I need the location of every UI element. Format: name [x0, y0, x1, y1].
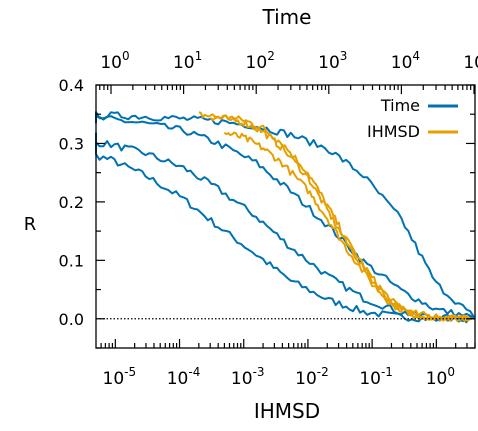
- series-line-ihmsd-7: [223, 131, 472, 322]
- series-line-time-4: [95, 111, 475, 318]
- tick-labels-layer: 10-5 10-4 10-3 10-2 10-1 100 100 101 102 103 104 1 0…: [59, 49, 478, 389]
- x2-tick-label: 103: [318, 49, 347, 73]
- legend: Time IHMSD: [367, 96, 458, 141]
- x-tick-label: 10-5: [103, 365, 137, 389]
- x2-tick-label: 102: [246, 49, 275, 73]
- y-tick-label: 0.1: [59, 251, 84, 270]
- series-layer: [95, 111, 475, 324]
- series-line-ihmsd-6: [209, 114, 472, 322]
- legend-label-time: Time: [380, 96, 420, 115]
- x2-axis-label: Time: [262, 5, 312, 29]
- x2-tick-label: 105: [463, 49, 478, 73]
- plot-frame: [95, 84, 476, 349]
- series-line-time-3: [95, 114, 475, 319]
- x2-tick-label: 100: [100, 49, 129, 73]
- x2-tick-label: 104: [391, 49, 420, 73]
- y-tick-label: 0.3: [59, 134, 84, 153]
- ticks-layer: [96, 84, 476, 349]
- x-tick-label: 10-4: [167, 365, 201, 389]
- series-line-time-1: [95, 141, 475, 324]
- series-line-time-2: [95, 132, 475, 323]
- x-tick-label: 10-1: [359, 365, 393, 389]
- legend-label-ihmsd: IHMSD: [367, 122, 420, 141]
- y-tick-label: 0.0: [59, 310, 84, 329]
- x-tick-label: 100: [426, 365, 455, 389]
- x-axis-label: IHMSD: [254, 399, 320, 423]
- series-line-ihmsd-5: [198, 111, 472, 322]
- y-axis-label: R: [24, 214, 37, 235]
- y-tick-label: 0.4: [59, 76, 84, 95]
- x-tick-label: 10-3: [231, 365, 265, 389]
- x-tick-label: 10-2: [295, 365, 329, 389]
- y-tick-label: 0.2: [59, 193, 84, 212]
- x2-tick-label: 101: [173, 49, 202, 73]
